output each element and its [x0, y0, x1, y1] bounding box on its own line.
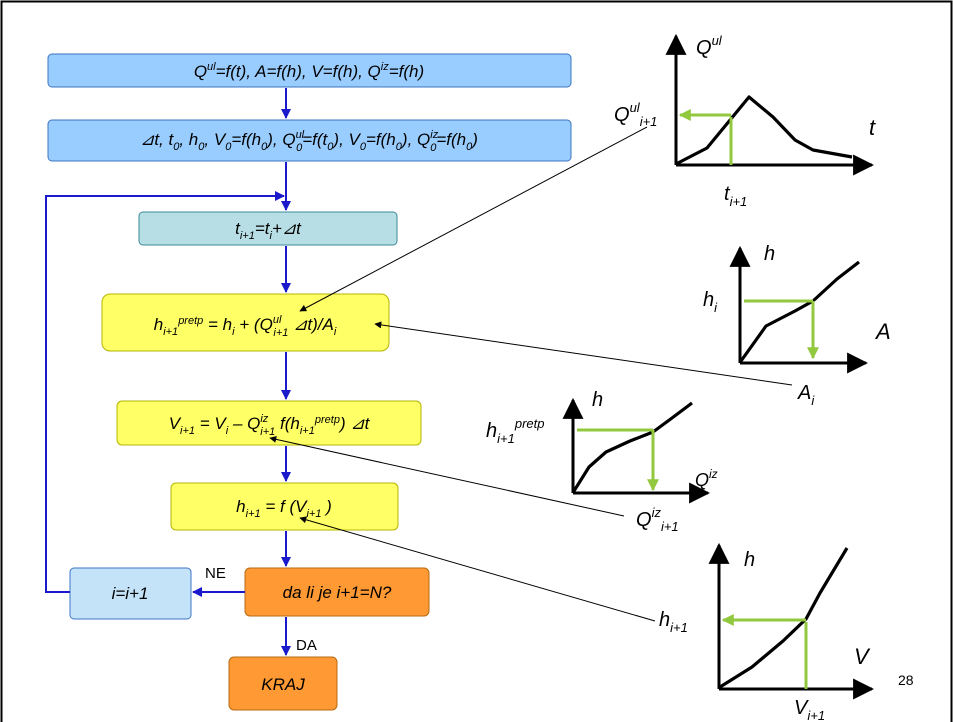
- flow-box-end-label: KRAJ: [261, 675, 305, 694]
- graph-inflow-y-label: Qul: [696, 33, 723, 59]
- graph-area-marker-x: Ai: [797, 382, 815, 408]
- graph-outflow-y-label: h: [592, 389, 603, 411]
- flow-box-volume: [116, 400, 422, 446]
- graph-volume-marker-y: hi+1: [659, 609, 688, 635]
- flow-box-initial: [47, 119, 572, 162]
- graph-volume-x-label: V: [854, 644, 871, 669]
- flow-box-h-next: [170, 482, 399, 531]
- flow-box-time-step-label: ti+1=ti+⊿t: [235, 219, 302, 242]
- graph-area-x-label: A: [874, 319, 891, 344]
- flow-box-increment-label: i=i+1: [112, 584, 149, 603]
- flow-box-initial-label: ⊿t, t0, h0, V0=f(h0), Qul 0=f(t0), V0=f(h…: [140, 129, 478, 154]
- flow-box-h-pretp-label: hi+1pretp = hi + (Qul i+1 ⊿t)/Ai: [154, 314, 337, 339]
- graph-area-y-label: h: [764, 243, 775, 265]
- flow-box-time-step: [138, 211, 398, 246]
- graph-outflow-x-label: Qiz: [695, 467, 718, 490]
- flow-box-h-pretp: [101, 293, 390, 352]
- connectors: [269, 126, 793, 622]
- flowchart: Qul=f(t), A=f(h), V=f(h), Qiz=f(h) ⊿t, t…: [45, 53, 572, 711]
- flow-label-no: NE: [205, 565, 226, 582]
- graph-outflow-marker-y: hi+1pretp: [486, 416, 544, 446]
- graph-volume-curve: [719, 547, 849, 689]
- graph-inflow-marker-y: Quli+1: [614, 100, 657, 129]
- graph-outflow: h Qiz hi+1pretp Qizi+1: [486, 389, 718, 534]
- graph-inflow: Qul t Quli+1 ti+1: [614, 33, 876, 209]
- connector-outflow-to-formula: [269, 435, 625, 517]
- graph-area: h A hi Ai: [703, 243, 891, 408]
- flow-box-functions: [47, 53, 572, 88]
- graph-volume: h V hi+1 Vi+1: [659, 542, 875, 722]
- graph-outflow-marker-x: Qizi+1: [636, 505, 679, 534]
- connector-area-to-formula: [374, 321, 793, 386]
- graph-volume-y-label: h: [744, 549, 755, 571]
- flow-box-increment: [69, 567, 192, 620]
- flow-box-decision-label: da li je i+1=N?: [283, 583, 392, 602]
- graph-volume-marker-x: Vi+1: [794, 697, 825, 722]
- graph-area-marker-y: hi: [703, 289, 718, 315]
- graph-inflow-x-label: t: [869, 115, 876, 140]
- connector-inflow-to-formula: [299, 126, 648, 312]
- flow-box-end: [228, 656, 338, 711]
- connector-volume-to-formula: [299, 516, 656, 622]
- flow-box-volume-label: Vi+1 = Vi – Qiz i+1 f(hi+1pretp) ⊿t: [169, 413, 371, 438]
- flow-box-h-next-label: hi+1 = f (Vi+1 ): [236, 497, 332, 520]
- graph-area-curve: [739, 260, 860, 362]
- page-number: 28: [898, 672, 914, 688]
- graph-outflow-curve: [572, 401, 693, 492]
- flow-box-functions-label: Qul=f(t), A=f(h), V=f(h), Qiz=f(h): [194, 61, 424, 81]
- flow-label-yes: DA: [296, 637, 317, 654]
- flow-loop-back: [45, 191, 285, 593]
- graph-inflow-curve: [675, 95, 853, 166]
- graph-inflow-marker-x: ti+1: [724, 183, 747, 209]
